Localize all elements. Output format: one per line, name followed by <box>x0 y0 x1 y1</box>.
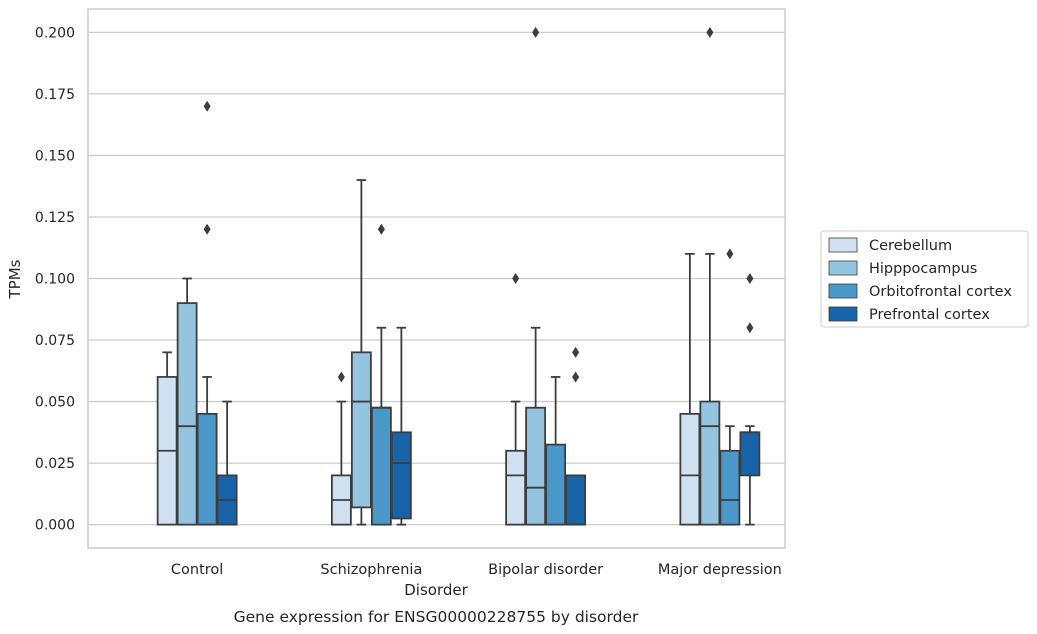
y-tick-label: 0.000 <box>35 518 75 534</box>
category-group <box>505 26 587 526</box>
box-body <box>565 474 587 526</box>
box-body <box>370 406 392 526</box>
y-tick-label: 0.200 <box>35 25 75 41</box>
legend-swatch <box>828 306 858 322</box>
box-body <box>196 412 218 526</box>
box <box>525 26 547 526</box>
y-tick-label: 0.100 <box>35 272 75 288</box>
outlier-point <box>572 346 580 358</box>
box <box>719 248 741 526</box>
box <box>505 273 527 526</box>
box <box>739 273 761 526</box>
y-tick-label: 0.075 <box>35 333 75 349</box>
x-tick-label: Control <box>171 562 223 578</box>
y-axis-ticks: 0.000 0.025 0.050 0.075 0.100 0.125 0.150 0.175… <box>35 25 75 533</box>
legend-swatch <box>828 260 858 276</box>
outlier-point <box>203 100 211 112</box>
box <box>565 346 587 526</box>
x-tick-label: Major depression <box>658 562 782 578</box>
legend-swatch <box>828 283 858 299</box>
box-body <box>176 302 198 526</box>
y-tick-label: 0.175 <box>35 87 75 103</box>
outlier-point <box>512 273 520 284</box>
box-body <box>719 449 741 526</box>
box-body <box>390 431 412 520</box>
y-tick-label: 0.050 <box>35 395 75 411</box>
chart-caption: Gene expression for ENSG00000228755 by d… <box>234 608 639 626</box>
box <box>699 26 721 526</box>
y-tick-label: 0.150 <box>35 148 75 164</box>
y-tick-label: 0.125 <box>35 210 75 226</box>
legend-label: Orbitofrontal cortex <box>869 284 1012 300</box>
category-group <box>679 26 761 526</box>
box <box>156 351 178 526</box>
box <box>196 100 218 526</box>
category-group <box>330 179 412 526</box>
outlier-point <box>203 223 211 235</box>
x-axis-ticks: Control Schizophrenia Bipolar disorder Majo… <box>171 562 782 578</box>
box-body <box>699 400 721 526</box>
box <box>390 326 412 526</box>
box-body <box>545 443 567 526</box>
outlier-point <box>532 26 540 38</box>
x-tick-label: Bipolar disorder <box>488 562 603 578</box>
outlier-point <box>726 248 734 260</box>
outlier-point <box>706 26 714 38</box>
box-body <box>350 351 372 509</box>
y-axis-label: TPMs <box>6 259 24 299</box>
x-tick-label: Schizophrenia <box>320 562 422 578</box>
box-body <box>679 412 701 526</box>
legend-label: Cerebellum <box>869 238 952 254</box>
box-body <box>525 406 547 526</box>
x-axis-label: Disorder <box>404 581 468 599</box>
box-body <box>739 431 761 477</box>
box <box>679 252 701 526</box>
box <box>216 400 238 526</box>
box <box>330 371 352 526</box>
box <box>350 179 372 526</box>
legend-label: Prefrontal cortex <box>869 307 990 323</box>
outlier-point <box>746 273 754 284</box>
category-group <box>156 100 238 526</box>
plot-frame <box>87 8 786 549</box>
box-body <box>505 449 527 526</box>
box <box>370 223 392 526</box>
box <box>176 277 198 526</box>
outlier-point <box>377 223 385 235</box>
box <box>545 376 567 526</box>
outlier-point <box>746 322 754 334</box>
legend-swatch <box>828 237 858 253</box>
legend-frame <box>820 230 1029 328</box>
legend-label: Hipppocampus <box>869 261 977 277</box>
outlier-point <box>337 371 345 383</box>
outlier-point <box>572 371 580 383</box>
y-tick-label: 0.025 <box>35 456 75 472</box>
legend: Cerebellum Hipppocampus Orbitofrontal cort… <box>820 230 1029 328</box>
box-groups <box>156 26 761 526</box>
